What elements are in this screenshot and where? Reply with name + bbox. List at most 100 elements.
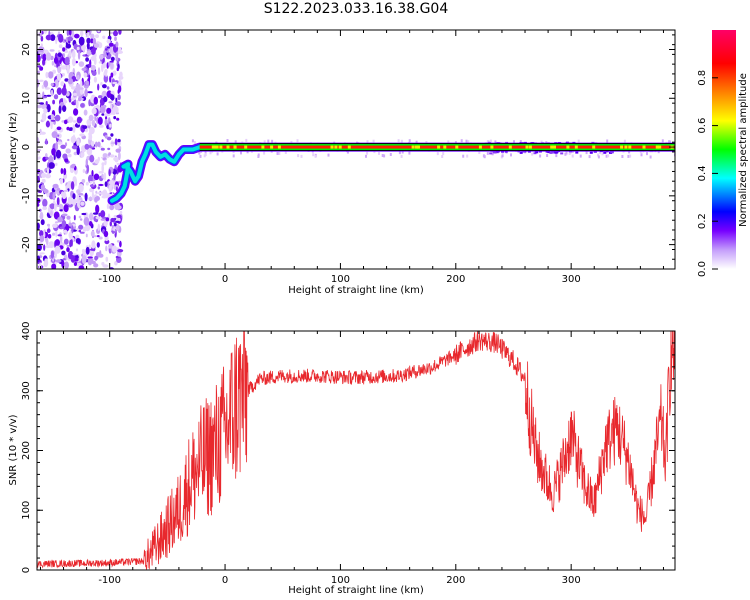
noise-cell (46, 167, 50, 175)
noise-cell (81, 255, 87, 264)
noise-cell (37, 148, 42, 152)
noise-cell (104, 134, 108, 139)
noise-cell (37, 92, 42, 99)
noise-cell (649, 155, 652, 159)
noise-cell (513, 140, 515, 144)
noise-cell (55, 162, 58, 166)
noise-cell (89, 212, 94, 221)
noise-cell (116, 214, 122, 218)
noise-cell (103, 172, 107, 181)
noise-cell (54, 202, 57, 212)
noise-cell (80, 201, 85, 206)
noise-cell (115, 223, 120, 231)
noise-cell (51, 148, 56, 156)
noise-cell (89, 180, 93, 184)
noise-cell (99, 54, 104, 60)
noise-cell (55, 229, 58, 238)
noise-cell (78, 224, 84, 230)
y-tick-label: 400 (21, 321, 32, 340)
noise-cell (74, 33, 80, 39)
noise-cell (366, 140, 369, 144)
noise-cell (629, 154, 632, 158)
noise-cell (108, 61, 111, 67)
noise-cell (442, 152, 445, 156)
noise-cell (492, 151, 496, 154)
noise-cell (80, 30, 84, 37)
noise-cell (551, 151, 555, 154)
noise-cell (75, 199, 79, 203)
colorbar-tick-label: 0.0 (697, 261, 708, 277)
noise-cell (85, 158, 89, 167)
noise-cell (85, 57, 89, 62)
noise-cell (45, 153, 48, 158)
noise-cell (109, 204, 115, 211)
noise-cell (77, 87, 84, 90)
peak-line-speckle (566, 145, 570, 149)
noise-cell (599, 151, 601, 155)
noise-cell (88, 244, 91, 249)
noise-cell (72, 193, 76, 200)
noise-cell (546, 154, 549, 157)
noise-cell (63, 119, 68, 125)
noise-cell (110, 56, 115, 62)
noise-cell (45, 173, 51, 179)
colorbar-axis: 0.0 0.2 0.4 0.6 0.8 (697, 70, 718, 277)
noise-cell (628, 150, 631, 154)
noise-cell (117, 94, 121, 101)
noise-cell (501, 151, 504, 155)
noise-cell (53, 94, 59, 100)
noise-cell (97, 67, 101, 75)
noise-cell (276, 152, 279, 155)
noise-cell (63, 168, 67, 176)
noise-cell (610, 151, 614, 153)
x-tick-label: 100 (331, 274, 350, 285)
noise-cell (116, 106, 119, 114)
noise-cell (39, 102, 44, 105)
noise-cell (216, 152, 219, 156)
noise-cell (98, 183, 104, 187)
noise-cell (87, 91, 93, 94)
noise-cell (86, 50, 92, 56)
peak-line-speckle (528, 145, 532, 149)
noise-cell (88, 196, 93, 201)
noise-cell (93, 57, 97, 65)
peak-line-speckle (233, 145, 237, 149)
noise-cell (117, 89, 120, 94)
noise-cell (547, 151, 551, 154)
noise-cell (72, 120, 77, 123)
noise-cell (668, 140, 671, 144)
spectrogram-x-axis: -100 0 100 200 300 (39, 30, 664, 285)
noise-cell (97, 116, 103, 125)
noise-cell (64, 56, 70, 65)
noise-cell (91, 107, 97, 115)
noise-cell (71, 30, 75, 39)
noise-cell (83, 109, 88, 116)
noise-cell (400, 154, 403, 158)
noise-cell (43, 30, 48, 34)
noise-cell (372, 139, 375, 143)
noise-cell (60, 144, 66, 149)
noise-cell (571, 154, 574, 158)
noise-cell (47, 71, 54, 79)
noise-cell (401, 150, 404, 154)
noise-cell (66, 182, 72, 191)
noise-cell (37, 70, 40, 74)
noise-cell (75, 79, 78, 82)
noise-cell (45, 52, 52, 61)
noise-cell (425, 141, 428, 144)
noise-cell (55, 36, 58, 45)
noise-cell (98, 61, 102, 64)
noise-cell (94, 141, 98, 148)
noise-cell (240, 151, 242, 155)
noise-cell (519, 140, 522, 144)
peak-line-speckle (508, 145, 512, 149)
noise-cell (657, 150, 660, 154)
peak-line-speckle (550, 145, 554, 149)
noise-cell (397, 139, 400, 143)
noise-cell (37, 156, 40, 161)
noise-cell (110, 72, 114, 78)
noise-cell (106, 38, 111, 44)
noise-cell (85, 181, 89, 186)
noise-cell (69, 239, 72, 248)
noise-cell (62, 153, 68, 159)
